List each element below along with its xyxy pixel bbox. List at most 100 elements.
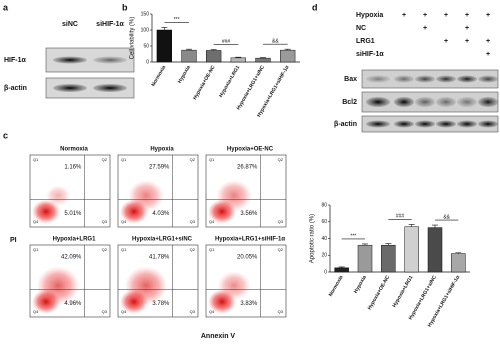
quadrant-label: Q3 — [190, 309, 196, 314]
blot-band — [394, 120, 414, 128]
quadrant-label: Q4 — [121, 219, 127, 224]
condition-mark: + — [486, 38, 490, 45]
bar — [357, 244, 373, 273]
quadrant-label: Q4 — [209, 219, 215, 224]
significance-label: *** — [174, 17, 180, 23]
quadrant-label: Q4 — [33, 219, 39, 224]
blot-band — [436, 97, 456, 107]
percentage: 41.78% — [149, 255, 170, 261]
plot-title: Hypoxia+LRG1+siNC — [132, 237, 193, 243]
bar — [156, 29, 172, 63]
quadrant-label: Q3 — [190, 219, 196, 224]
condition-label: LRG1 — [356, 38, 375, 45]
y-axis-label: Cell viability (%) — [130, 17, 136, 60]
blot-band — [436, 120, 456, 128]
lane-label: siNC — [62, 21, 78, 28]
y-tick-label: 60 — [321, 219, 327, 225]
y-tick-label: 100 — [141, 27, 150, 33]
significance-label: *** — [350, 233, 356, 239]
error-bar — [284, 48, 291, 51]
blot-band — [394, 97, 414, 107]
cell-cloud — [36, 266, 80, 305]
condition-label: NC — [356, 25, 366, 32]
row-label: Bax — [344, 76, 357, 83]
plot-title: Hypoxia+OE-NC — [227, 147, 274, 153]
bar — [334, 267, 349, 273]
error-bar — [260, 57, 266, 59]
quadrant-label: Q2 — [278, 157, 284, 162]
bar — [427, 227, 443, 273]
percentage: 5.01% — [64, 211, 82, 217]
plot-title: Normoxia — [60, 147, 88, 153]
panel-label: a — [3, 2, 9, 12]
row-label: β-actin — [4, 85, 27, 92]
quadrant-label: Q2 — [102, 157, 108, 162]
bar — [181, 49, 197, 63]
blot-band — [436, 75, 456, 83]
cell-cloud — [217, 271, 251, 300]
error-bar — [408, 223, 415, 227]
significance-label: && — [443, 214, 450, 220]
quadrant-label: Q4 — [209, 309, 215, 314]
percentage: 42.09% — [61, 255, 82, 261]
quadrant-label: Q3 — [102, 309, 108, 314]
axis-label: Annexin V — [201, 333, 236, 340]
plot-title: Hypoxia+LRG1 — [53, 237, 97, 243]
error-bar — [186, 48, 192, 51]
blot-band — [366, 97, 390, 107]
quadrant-label: Q1 — [121, 157, 127, 162]
quadrant-label: Q1 — [209, 247, 215, 252]
condition-mark: + — [486, 12, 490, 19]
axis-label: PI — [10, 237, 17, 244]
cell-cloud — [124, 266, 168, 305]
percentage: 1.16% — [64, 165, 82, 171]
condition-label: siHIF-1α — [356, 51, 384, 58]
quadrant-label: Q3 — [278, 219, 284, 224]
error-bar — [455, 252, 462, 254]
blot-band — [394, 75, 414, 83]
percentage: 26.87% — [237, 165, 258, 171]
blot-band — [366, 120, 390, 128]
condition-mark: + — [402, 12, 406, 19]
blot-band — [415, 75, 435, 83]
percentage: 3.83% — [240, 301, 258, 307]
quadrant-label: Q2 — [190, 247, 196, 252]
quadrant-label: Q3 — [278, 309, 284, 314]
y-tick-label: 50 — [143, 43, 149, 49]
y-tick-label: 150 — [141, 11, 150, 17]
error-bar — [210, 49, 217, 51]
percentage: 27.59% — [149, 165, 170, 171]
panel-label: c — [3, 130, 8, 140]
cell-cloud — [32, 199, 60, 224]
error-bar — [385, 243, 392, 246]
condition-mark: + — [423, 12, 427, 19]
bar — [206, 50, 222, 63]
quadrant-label: Q4 — [33, 309, 39, 314]
cell-cloud — [45, 185, 71, 206]
condition-mark: + — [465, 38, 469, 45]
quadrant-label: Q1 — [121, 247, 127, 252]
condition-label: Hypoxia — [356, 12, 383, 19]
error-bar — [161, 27, 168, 30]
quadrant-label: Q3 — [102, 219, 108, 224]
error-bar — [432, 224, 438, 228]
condition-mark: + — [486, 51, 490, 58]
cell-cloud — [216, 179, 252, 212]
percentage: 4.96% — [64, 301, 82, 307]
blot-band — [53, 84, 87, 92]
blot-band — [478, 120, 498, 128]
quadrant-label: Q2 — [278, 247, 284, 252]
blot-band — [93, 56, 127, 64]
plot-title: Hypoxia — [150, 147, 174, 153]
y-tick-label: 80 — [321, 202, 327, 208]
blot-band — [415, 120, 435, 128]
condition-mark: + — [465, 25, 469, 32]
percentage: 4.03% — [152, 211, 170, 217]
percentage: 20.05% — [237, 255, 258, 261]
row-label: HIF-1α — [4, 57, 27, 64]
blot-band — [415, 97, 435, 107]
blot-band — [457, 75, 477, 83]
blot-band — [478, 75, 498, 83]
panel-label: d — [312, 2, 318, 12]
blot-membrane — [45, 77, 135, 99]
